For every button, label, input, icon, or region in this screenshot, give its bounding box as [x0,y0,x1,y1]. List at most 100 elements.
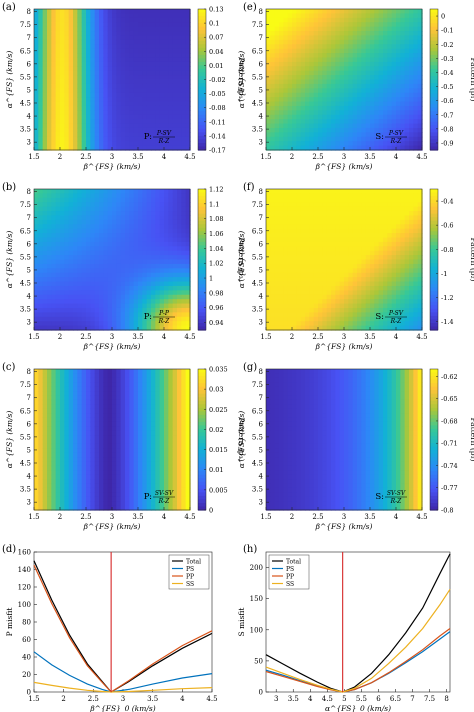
heatmap-cell [107,202,113,208]
annotation-prefix: S: [375,312,384,322]
y-axis-label: α^{FS} (km/s) [237,51,246,109]
heatmap-cell [348,224,354,230]
heatmap-cell [365,53,371,59]
heatmap-cell [107,312,113,318]
colorbar-segment [198,248,206,254]
heatmap-cell [344,136,349,142]
heatmap-cell [300,13,306,19]
heatmap-cell [331,66,336,72]
heatmap-cell [417,35,423,41]
heatmap-cell [172,299,178,305]
heatmap-cell [279,61,284,67]
heatmap-cell [305,233,310,239]
heatmap-cell [396,189,401,195]
heatmap-cell [409,114,414,120]
heatmap-cell [300,70,306,76]
heatmap-cell [159,136,165,142]
heatmap-cell [335,263,341,269]
heatmap-cell [86,281,91,287]
colorbar-tick-label: 1.08 [209,215,223,223]
heatmap-cell [409,224,414,230]
heatmap-cell [185,233,191,239]
heatmap-cell [168,53,174,59]
heatmap-cell [344,31,349,37]
heatmap-cell [387,202,393,208]
heatmap-cell [387,119,393,125]
heatmap-cell [352,136,358,142]
heatmap-cell [409,88,414,94]
colorbar-segment [198,192,206,197]
heatmap-cell [300,39,306,45]
heatmap-cell [296,123,302,129]
heatmap-cell [185,145,191,151]
heatmap-cell [155,31,161,37]
heatmap-cell [305,325,310,331]
heatmap-cell [151,197,156,203]
heatmap-cell [116,272,122,278]
heatmap-cell [357,299,362,305]
heatmap-cell [400,79,406,85]
heatmap-cell [400,53,406,59]
heatmap-cell [86,22,91,28]
heatmap-cells [266,9,423,151]
heatmap-cell [326,136,332,142]
heatmap-cell [34,48,39,54]
heatmap-cell [77,105,83,111]
heatmap-cell [103,79,109,85]
heatmap-cell [322,44,328,50]
heatmap-cell [318,277,323,283]
x-tick-label: 3.5 [364,153,375,161]
heatmap-cell [309,202,315,208]
heatmap-cell [151,290,156,296]
heatmap-cell [287,79,293,85]
colorbar-tick-label: -0.7 [441,111,454,119]
heatmap-cell [146,70,152,76]
heatmap-cell [86,202,91,208]
heatmap-cell [60,123,65,129]
heatmap-cell [274,299,280,305]
heatmap-cell [335,303,341,309]
heatmap-cell [125,299,130,305]
heatmap-cell [400,268,406,274]
heatmap-cell [142,13,148,19]
heatmap-cell [129,316,135,322]
heatmap-cell [352,193,358,199]
heatmap-cell [266,136,271,142]
heatmap-cell [142,250,148,256]
heatmap-cell [322,281,328,287]
heatmap-cell [322,39,328,45]
heatmap-cell [38,22,44,28]
heatmap-cell [99,9,104,15]
heatmap-cell [413,92,419,98]
heatmap-cell [396,22,401,28]
heatmap-cell [120,70,126,76]
heatmap-cell [383,290,388,296]
heatmap-cell [413,316,419,322]
heatmap-cell [322,224,328,230]
heatmap-cell [172,61,178,67]
heatmap-cell [292,215,297,221]
heatmap-cell [47,105,52,111]
heatmap-cell [151,127,156,133]
heatmap-cell [42,219,48,225]
heatmap-cell [34,119,39,125]
heatmap-cell [274,110,280,116]
heatmap-cell [344,259,349,265]
heatmap-cell [68,48,74,54]
heatmap-cell [86,250,91,256]
heatmap-cell [185,119,191,125]
heatmap-cell [138,79,143,85]
heatmap-cell [378,255,384,261]
heatmap-cell [300,79,306,85]
heatmap-cell [177,97,182,103]
heatmap-cell [335,202,341,208]
heatmap-cell [151,83,156,89]
heatmap-cell [279,26,284,32]
heatmap-cell [151,53,156,59]
heatmap-cell [378,13,384,19]
heatmap-cell [374,9,380,15]
heatmap-cell [279,259,284,265]
heatmap-cell [409,75,414,81]
y-tick-label: 4 [27,113,32,121]
heatmap-cell [107,285,113,291]
